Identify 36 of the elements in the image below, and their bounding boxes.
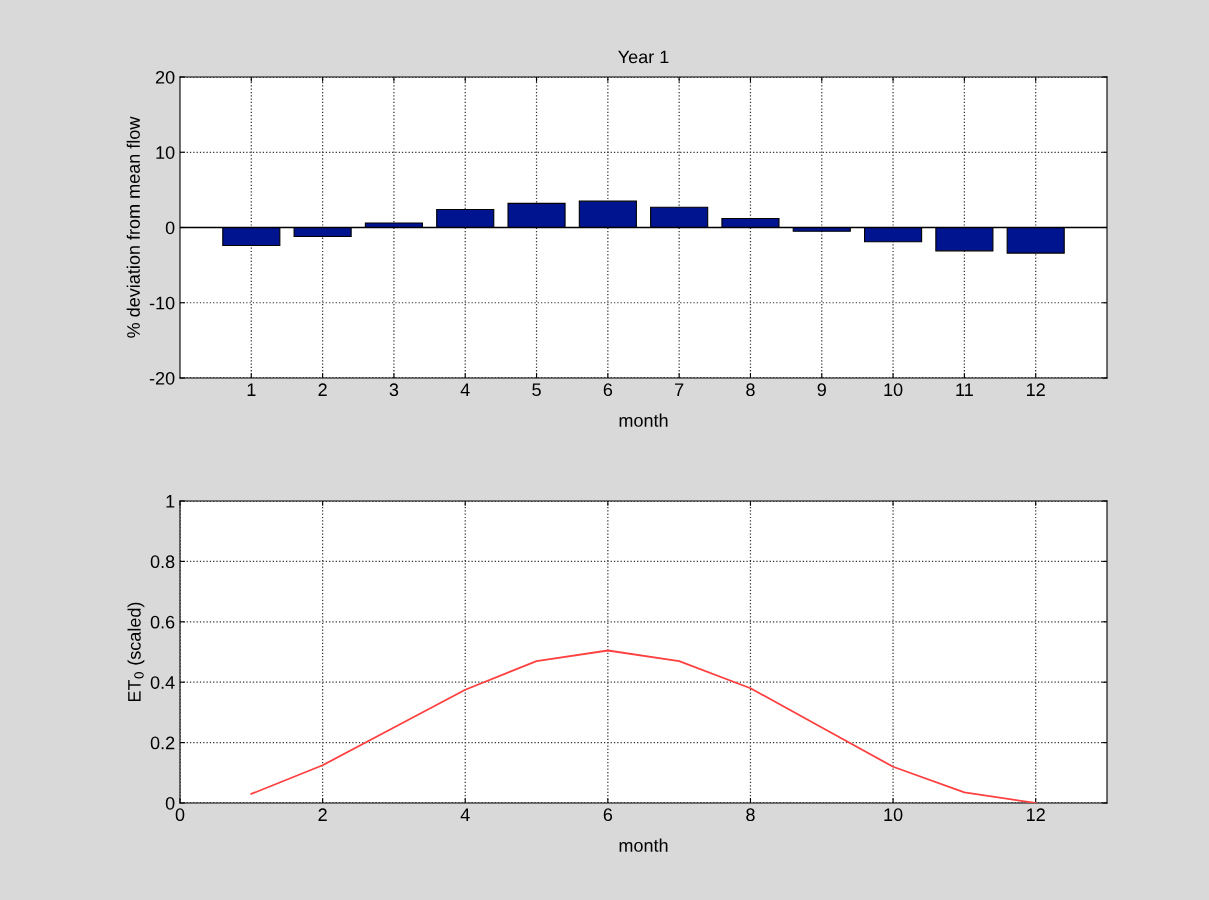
x-tick-label: 10 xyxy=(884,383,903,397)
y-tick-label: -20 xyxy=(149,371,175,385)
x-tick-label: 10 xyxy=(884,808,903,822)
x-tick-label: 0 xyxy=(175,808,185,822)
line-series xyxy=(250,649,1037,803)
y-tick-label: -10 xyxy=(149,296,175,310)
x-tick-label: 1 xyxy=(247,383,256,396)
y-tick-label: 0.2 xyxy=(150,736,175,750)
x-tick-label: 4 xyxy=(460,383,470,396)
x-tick-label: 12 xyxy=(1027,383,1045,396)
y-tick-label: 0.4 xyxy=(150,676,175,689)
y-tick-label: 10 xyxy=(156,146,175,159)
x-tick-label: 2 xyxy=(318,808,327,821)
x-tick-label: 6 xyxy=(603,808,613,822)
y-axis-title: % deviation from mean flow xyxy=(126,116,140,338)
y-tick-label: 1 xyxy=(166,495,175,508)
y-tick-label: 0.6 xyxy=(150,615,175,629)
y-axis-title: ET$_{0}$ (scaled) xyxy=(127,602,145,702)
x-tick-label: 12 xyxy=(1027,808,1045,821)
x-tick-label: 7 xyxy=(675,383,684,396)
y-tick-label: 0.8 xyxy=(150,555,175,569)
x-tick-label: 11 xyxy=(956,383,973,396)
x-tick-label: 3 xyxy=(389,383,399,397)
x-tick-label: 5 xyxy=(532,383,541,397)
y-tick-label: 0 xyxy=(165,796,175,810)
x-axis-title: month xyxy=(619,413,668,427)
chart-title: Year 1 xyxy=(618,50,669,64)
x-axis-title: month xyxy=(619,838,668,852)
x-tick-label: 4 xyxy=(460,808,470,821)
y-tick-label: 20 xyxy=(155,70,175,84)
x-tick-label: 8 xyxy=(746,808,755,822)
x-tick-label: 2 xyxy=(318,383,327,396)
x-tick-label: 6 xyxy=(603,383,613,397)
x-tick-label: 9 xyxy=(817,383,826,397)
x-tick-label: 8 xyxy=(746,383,755,397)
y-tick-label: 0 xyxy=(165,221,175,235)
